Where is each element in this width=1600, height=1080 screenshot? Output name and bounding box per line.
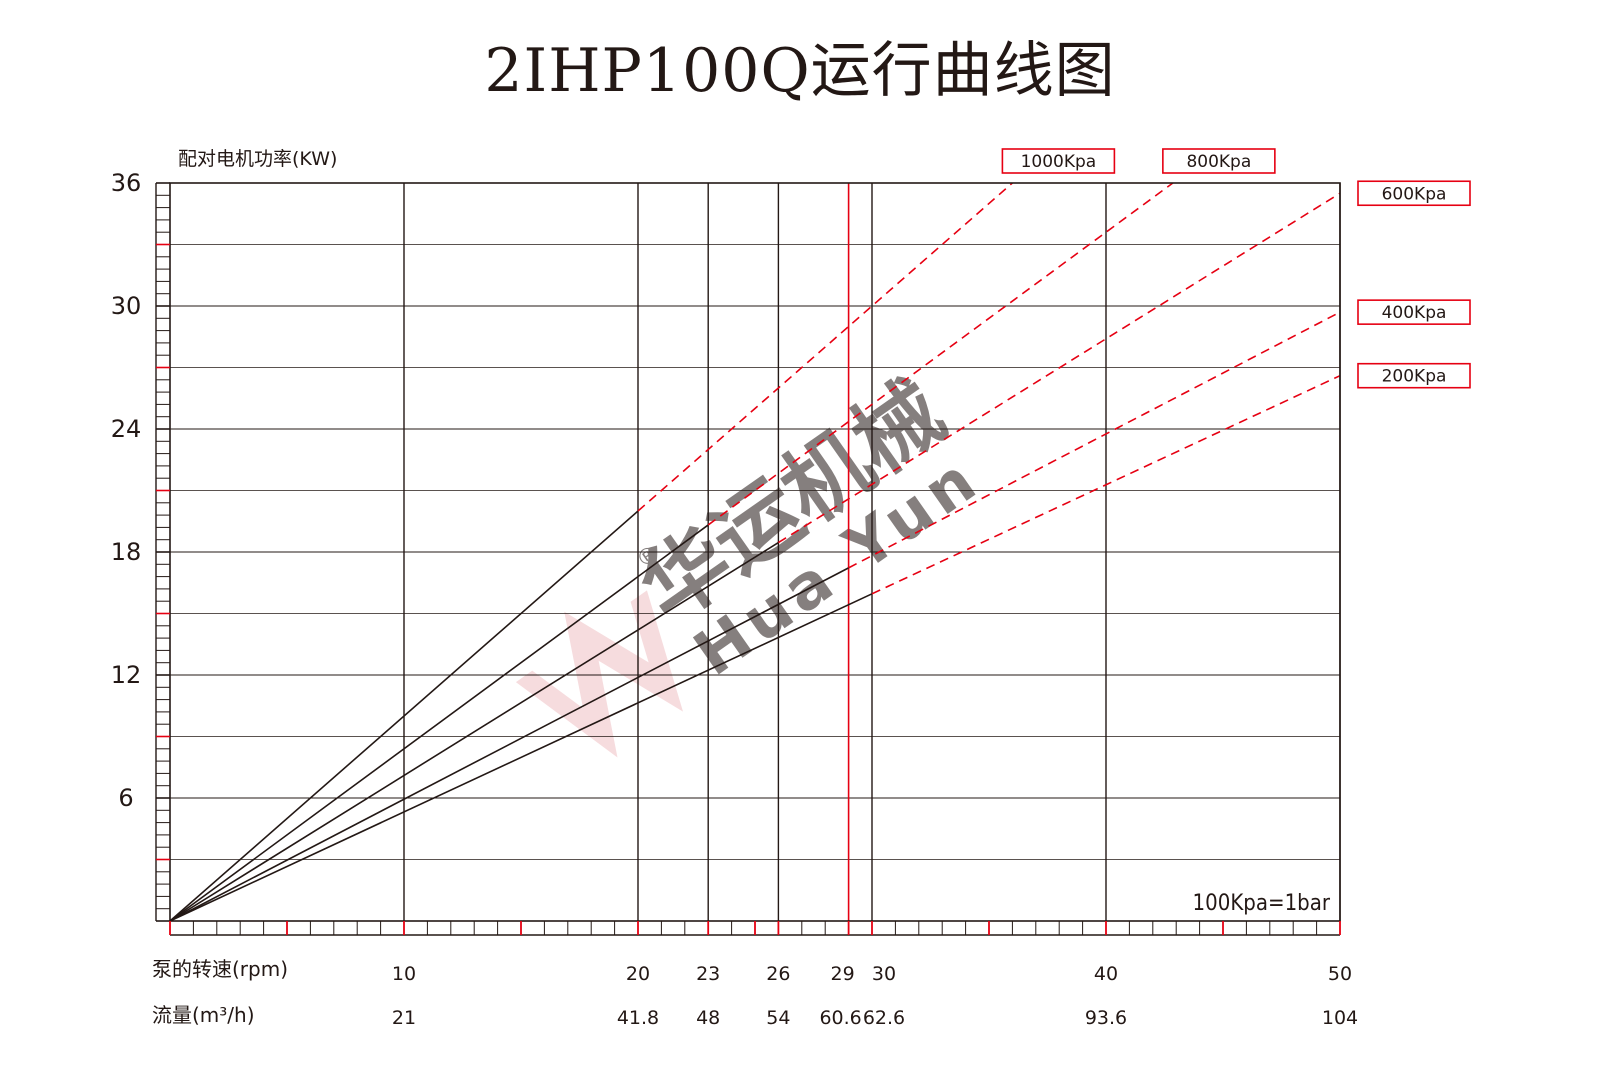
y-tick-label: 6 — [118, 784, 133, 812]
x-axis-label-speed: 泵的转速(rpm) — [152, 957, 288, 981]
series-line-solid — [169, 510, 639, 922]
x-tick-label-speed: 50 — [1328, 963, 1352, 985]
x-tick-label-flow: 60.6 — [819, 1007, 861, 1029]
y-axis-label: 配对电机功率(KW) — [178, 148, 337, 170]
legend-label: 200Kpa — [1382, 367, 1447, 387]
legend-item: 1000Kpa — [1001, 148, 1116, 174]
x-tick-label-flow: 48 — [696, 1007, 720, 1029]
legend-label: 600Kpa — [1382, 184, 1447, 204]
legend-box — [1357, 180, 1471, 207]
x-tick-label-flow: 54 — [766, 1007, 790, 1029]
chart-title: 2IHP100Q运行曲线图 — [484, 36, 1116, 106]
x-tick-label-flow: 62.6 — [863, 1007, 905, 1029]
legend-label: 400Kpa — [1382, 303, 1447, 323]
legend: 1000Kpa 800Kpa 600Kpa 400Kpa 200Kpa — [1001, 148, 1471, 389]
x-tick-label-speed: 40 — [1094, 963, 1118, 985]
series-line-dashed — [871, 374, 1341, 595]
x-tick-label-speed: 23 — [696, 963, 720, 985]
x-tick-label-flow: 93.6 — [1085, 1007, 1127, 1029]
axes — [155, 182, 1341, 936]
x-tick-label-speed: 10 — [392, 963, 416, 985]
x-tick-label-speed: 26 — [766, 963, 790, 985]
series-line-solid — [169, 593, 873, 922]
x-tick-label-speed: 20 — [626, 963, 650, 985]
y-tick-label: 12 — [111, 661, 142, 689]
y-tick-label: 30 — [111, 292, 142, 320]
legend-item: 400Kpa — [1357, 299, 1471, 325]
series-line-solid — [169, 541, 779, 922]
x-tick-label-flow: 104 — [1322, 1007, 1358, 1029]
series-line-dashed — [848, 311, 1341, 569]
grid — [170, 182, 1341, 921]
series-group — [169, 182, 1341, 922]
series-line-dashed — [707, 182, 1174, 526]
axis-labels: 配对电机功率(KW) 6 12 18 24 30 36 泵的转速(rpm) 流量(m³/h) 10… — [111, 148, 1358, 1029]
legend-item: 600Kpa — [1357, 180, 1471, 207]
legend-label: 800Kpa — [1186, 152, 1251, 172]
y-tick-label: 18 — [111, 538, 142, 566]
legend-box — [1357, 362, 1471, 389]
x-tick-label-flow: 41.8 — [617, 1007, 659, 1029]
unit-note: 100Kpa=1bar — [1193, 891, 1331, 916]
x-axis-label-flow: 流量(m³/h) — [152, 1003, 255, 1027]
legend-box — [1001, 148, 1116, 174]
y-tick-label: 24 — [111, 415, 142, 443]
legend-label: 1000Kpa — [1021, 152, 1097, 172]
series-line-dashed — [637, 182, 1013, 512]
series-line-solid — [169, 567, 849, 922]
x-tick-label-speed: 29 — [831, 963, 855, 985]
legend-box — [1357, 299, 1471, 325]
watermark-mark-icon — [515, 590, 684, 758]
legend-item: 200Kpa — [1357, 362, 1471, 389]
x-tick-label-speed: 30 — [872, 963, 896, 985]
x-tick-label-flow: 21 — [392, 1007, 416, 1029]
legend-item: 800Kpa — [1162, 148, 1276, 174]
series-line-dashed — [777, 192, 1341, 544]
y-tick-label: 36 — [111, 169, 142, 197]
legend-box — [1162, 148, 1276, 174]
series-line-solid — [169, 524, 709, 922]
